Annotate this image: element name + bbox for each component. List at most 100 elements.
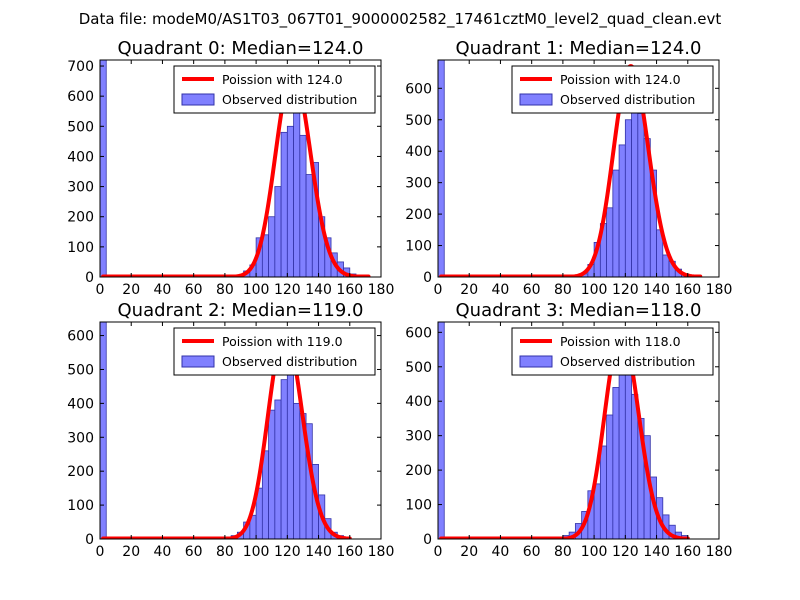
x-tick-label: 60 <box>185 544 203 560</box>
legend: Poission with 124.0 Observed distribution <box>511 65 714 114</box>
legend-label-poisson: Poission with 118.0 <box>560 334 681 349</box>
x-tick-label: 20 <box>460 544 478 560</box>
histogram-bar <box>261 450 270 539</box>
x-tick-label: 160 <box>674 282 701 298</box>
y-tick-label: 100 <box>67 240 94 256</box>
plot-area <box>438 60 703 277</box>
x-tick-label: 180 <box>368 544 395 560</box>
histogram-bar <box>438 322 445 539</box>
x-tick-label: 140 <box>305 544 332 560</box>
histogram-bar <box>618 144 626 277</box>
y-tick-label: 700 <box>67 59 94 75</box>
y-tick-label: 300 <box>405 176 432 192</box>
histogram-bar <box>624 119 632 277</box>
subplot-2: Quadrant 2: Median=119.00 20 40 60 80 100 120 1… <box>67 300 394 560</box>
histogram-bar <box>637 113 645 277</box>
x-tick-label: 20 <box>122 544 140 560</box>
x-tick-label: 140 <box>305 282 332 298</box>
histogram-bar <box>606 207 614 277</box>
y-tick-label: 500 <box>405 360 432 376</box>
y-tick-label: 0 <box>423 270 432 286</box>
legend-label-observed: Observed distribution <box>560 354 695 369</box>
x-tick-label: 120 <box>274 282 301 298</box>
y-tick-label: 600 <box>405 81 432 97</box>
legend-bar-swatch <box>181 355 215 368</box>
histogram-bar <box>662 254 670 277</box>
histogram-bar <box>268 409 276 539</box>
legend-bar-swatch <box>519 93 553 106</box>
x-tick-label: 80 <box>216 544 234 560</box>
y-tick-label: 100 <box>405 498 432 514</box>
panel-title: Quadrant 0: Median=124.0 <box>118 38 364 59</box>
histogram-bar <box>293 92 301 277</box>
histogram-bar <box>438 60 445 277</box>
panel-title: Quadrant 3: Median=118.0 <box>456 300 702 321</box>
legend-label-observed: Observed distribution <box>222 354 357 369</box>
x-tick-label: 100 <box>243 282 270 298</box>
y-tick-label: 200 <box>405 207 432 223</box>
y-tick-label: 400 <box>405 394 432 410</box>
histogram-bar <box>624 359 632 539</box>
histogram-bar <box>293 402 301 539</box>
plot-area <box>100 60 371 277</box>
y-tick-label: 200 <box>405 463 432 479</box>
x-tick-label: 0 <box>434 544 443 560</box>
x-tick-label: 20 <box>460 282 478 298</box>
y-tick-label: 400 <box>67 396 94 412</box>
histogram-bar <box>649 169 657 277</box>
axes-frame <box>437 321 720 540</box>
y-tick-label: 400 <box>67 149 94 165</box>
histogram-bar <box>305 174 313 277</box>
y-tick-label: 600 <box>67 329 94 345</box>
x-tick-label: 0 <box>96 282 105 298</box>
histogram-bar <box>631 393 639 539</box>
x-tick-label: 40 <box>154 282 172 298</box>
x-tick-label: 60 <box>523 282 541 298</box>
x-tick-label: 100 <box>581 544 608 560</box>
x-tick-label: 180 <box>706 544 733 560</box>
histogram-bar <box>280 131 288 277</box>
histogram-bar <box>612 387 620 539</box>
x-tick-label: 0 <box>434 282 443 298</box>
poisson-curve <box>101 329 352 539</box>
y-tick-label: 100 <box>67 498 94 514</box>
y-tick-label: 0 <box>423 532 432 548</box>
histogram-bar <box>606 414 614 539</box>
x-tick-label: 0 <box>96 544 105 560</box>
x-tick-label: 120 <box>612 544 639 560</box>
x-tick-label: 120 <box>612 282 639 298</box>
axes-frame <box>437 59 720 278</box>
histogram-bar <box>268 216 276 277</box>
y-tick-label: 600 <box>405 325 432 341</box>
subplot-grid: Quadrant 0: Median=124.00 20 40 60 80 100 120 1… <box>67 38 732 560</box>
x-tick-label: 100 <box>243 544 270 560</box>
plot-area <box>100 322 352 539</box>
x-tick-label: 40 <box>492 282 510 298</box>
y-tick-label: 500 <box>405 113 432 129</box>
y-tick-label: 400 <box>405 144 432 160</box>
y-tick-label: 200 <box>67 210 94 226</box>
plot-area <box>438 322 690 539</box>
x-tick-label: 20 <box>122 282 140 298</box>
legend-label-poisson: Poission with 119.0 <box>222 334 343 349</box>
poisson-curve <box>439 330 690 539</box>
axes-frame <box>99 321 382 540</box>
legend: Poission with 118.0 Observed distribution <box>511 327 714 376</box>
x-tick-label: 160 <box>674 544 701 560</box>
subplot-0: Quadrant 0: Median=124.00 20 40 60 80 100 120 1… <box>67 38 394 298</box>
subplot-1: Quadrant 1: Median=124.00 20 40 60 80 100 120 1… <box>405 38 732 298</box>
x-tick-label: 120 <box>274 544 301 560</box>
y-tick-label: 300 <box>67 180 94 196</box>
y-tick-label: 200 <box>67 464 94 480</box>
legend-label-poisson: Poission with 124.0 <box>222 72 343 87</box>
x-tick-label: 160 <box>336 544 363 560</box>
histogram-bar <box>286 125 294 277</box>
histogram-bar <box>618 366 626 539</box>
x-tick-label: 160 <box>336 282 363 298</box>
histogram-bar <box>593 483 601 539</box>
x-tick-label: 180 <box>706 282 733 298</box>
x-tick-label: 40 <box>154 544 172 560</box>
subplot-3: Quadrant 3: Median=118.00 20 40 60 80 100 120 1… <box>405 300 732 560</box>
figure-suptitle: Data file: modeM0/AS1T03_067T01_90000025… <box>79 10 722 29</box>
x-tick-label: 100 <box>581 282 608 298</box>
